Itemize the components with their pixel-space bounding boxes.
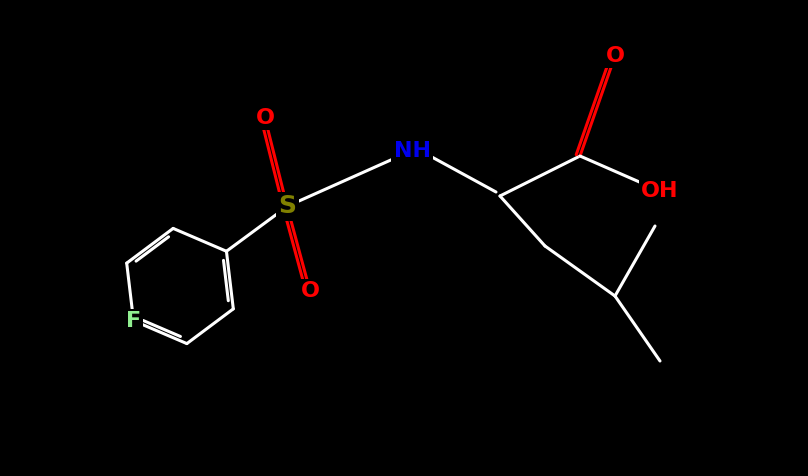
Text: O: O	[605, 46, 625, 66]
Text: OH: OH	[642, 181, 679, 201]
Text: S: S	[278, 194, 296, 218]
Text: O: O	[255, 108, 275, 128]
Text: NH: NH	[393, 141, 431, 161]
Text: F: F	[126, 311, 141, 331]
Text: O: O	[301, 281, 319, 301]
